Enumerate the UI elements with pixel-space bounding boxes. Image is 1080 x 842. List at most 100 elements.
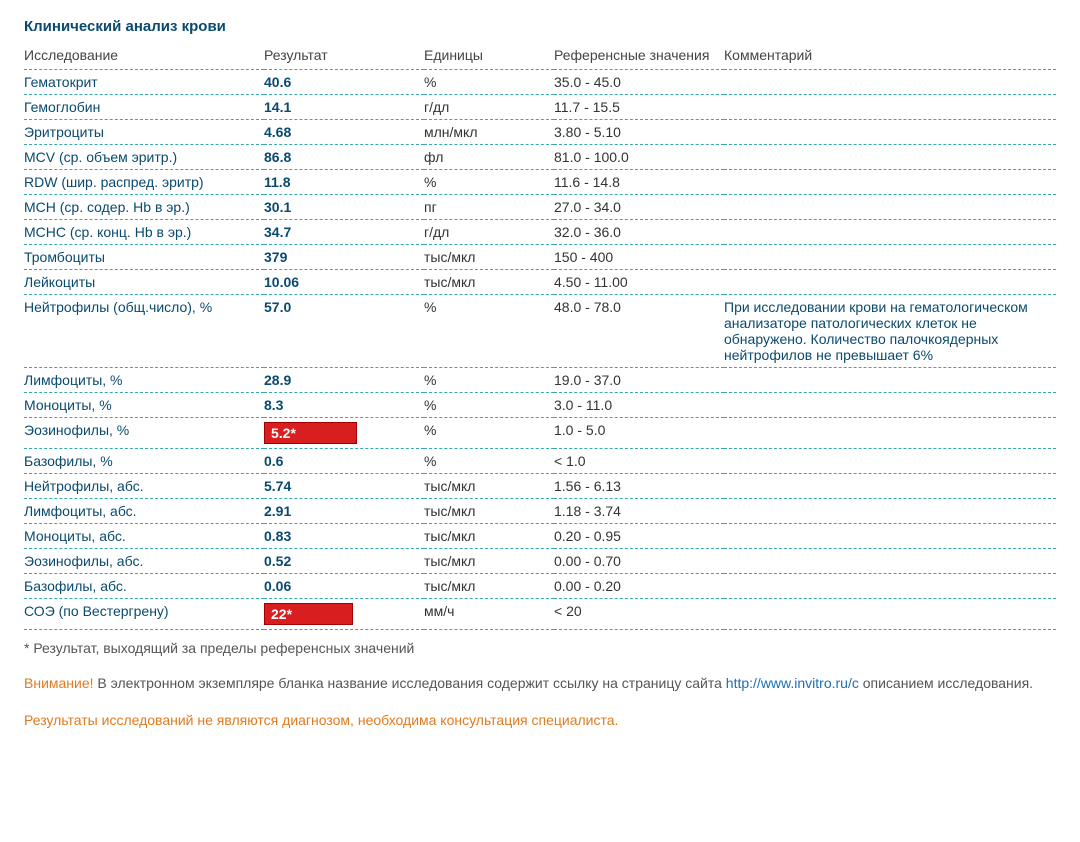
cell-name: MCV (ср. объем эритр.): [24, 145, 264, 170]
cell-units: млн/мкл: [424, 120, 554, 145]
cell-units: пг: [424, 195, 554, 220]
cell-ref: 11.7 - 15.5: [554, 95, 724, 120]
cell-comment: [724, 393, 1056, 418]
cell-comment: [724, 95, 1056, 120]
cell-result: 28.9: [264, 368, 424, 393]
cell-name: Моноциты, абс.: [24, 524, 264, 549]
cell-ref: 150 - 400: [554, 245, 724, 270]
table-row: MCH (ср. содер. Hb в эр.)30.1пг27.0 - 34…: [24, 195, 1056, 220]
cell-units: тыс/мкл: [424, 549, 554, 574]
cell-units: мм/ч: [424, 599, 554, 630]
cell-units: %: [424, 295, 554, 368]
abnormal-badge: 5.2*: [264, 422, 357, 444]
notice-attention: Внимание!: [24, 675, 94, 691]
cell-units: г/дл: [424, 220, 554, 245]
cell-result: 86.8: [264, 145, 424, 170]
table-header-row: Исследование Результат Единицы Референсн…: [24, 41, 1056, 70]
col-ref: Референсные значения: [554, 41, 724, 70]
cell-name: RDW (шир. распред. эритр): [24, 170, 264, 195]
cell-result: 0.06: [264, 574, 424, 599]
cell-comment: [724, 245, 1056, 270]
cell-ref: 19.0 - 37.0: [554, 368, 724, 393]
cell-ref: 3.80 - 5.10: [554, 120, 724, 145]
cell-ref: 81.0 - 100.0: [554, 145, 724, 170]
cell-comment: [724, 449, 1056, 474]
cell-ref: 1.56 - 6.13: [554, 474, 724, 499]
cell-result: 30.1: [264, 195, 424, 220]
cell-result: 0.6: [264, 449, 424, 474]
cell-ref: 3.0 - 11.0: [554, 393, 724, 418]
cell-units: %: [424, 170, 554, 195]
cell-ref: 1.0 - 5.0: [554, 418, 724, 449]
cell-comment: [724, 270, 1056, 295]
cell-name: Лимфоциты, %: [24, 368, 264, 393]
cell-comment: [724, 145, 1056, 170]
cell-units: тыс/мкл: [424, 524, 554, 549]
cell-name: Гемоглобин: [24, 95, 264, 120]
cell-comment: [724, 418, 1056, 449]
table-row: Эритроциты4.68млн/мкл3.80 - 5.10: [24, 120, 1056, 145]
cell-name: Гематокрит: [24, 70, 264, 95]
table-row: Гематокрит40.6%35.0 - 45.0: [24, 70, 1056, 95]
table-row: MCV (ср. объем эритр.)86.8фл81.0 - 100.0: [24, 145, 1056, 170]
cell-result: 11.8: [264, 170, 424, 195]
cell-name: Лейкоциты: [24, 270, 264, 295]
cell-comment: [724, 599, 1056, 630]
cell-units: %: [424, 70, 554, 95]
notice: Внимание! В электронном экземпляре бланк…: [24, 674, 1056, 694]
cell-comment: [724, 549, 1056, 574]
cell-result: 5.74: [264, 474, 424, 499]
cell-units: г/дл: [424, 95, 554, 120]
table-row: Нейтрофилы, абс.5.74тыс/мкл1.56 - 6.13: [24, 474, 1056, 499]
cell-ref: < 1.0: [554, 449, 724, 474]
footnote: * Результат, выходящий за пределы рефере…: [24, 640, 1056, 656]
cell-ref: 48.0 - 78.0: [554, 295, 724, 368]
cell-name: Тромбоциты: [24, 245, 264, 270]
cell-result: 8.3: [264, 393, 424, 418]
cell-ref: 4.50 - 11.00: [554, 270, 724, 295]
cell-units: %: [424, 393, 554, 418]
cell-result: 57.0: [264, 295, 424, 368]
table-row: Эозинофилы, %5.2*%1.0 - 5.0: [24, 418, 1056, 449]
table-row: Базофилы, абс.0.06тыс/мкл0.00 - 0.20: [24, 574, 1056, 599]
notice-text2: описанием исследования.: [859, 675, 1033, 691]
table-row: Лимфоциты, %28.9%19.0 - 37.0: [24, 368, 1056, 393]
cell-name: Базофилы, абс.: [24, 574, 264, 599]
cell-ref: 11.6 - 14.8: [554, 170, 724, 195]
cell-name: СОЭ (по Вестергрену): [24, 599, 264, 630]
cell-comment: При исследовании крови на гематологическ…: [724, 295, 1056, 368]
results-table: Исследование Результат Единицы Референсн…: [24, 41, 1056, 630]
report-title: Клинический анализ крови: [24, 18, 1056, 35]
cell-name: Эритроциты: [24, 120, 264, 145]
cell-result: 379: [264, 245, 424, 270]
cell-comment: [724, 524, 1056, 549]
table-row: Нейтрофилы (общ.число), %57.0%48.0 - 78.…: [24, 295, 1056, 368]
table-row: MCHC (ср. конц. Hb в эр.)34.7г/дл32.0 - …: [24, 220, 1056, 245]
cell-units: тыс/мкл: [424, 499, 554, 524]
notice-link[interactable]: http://www.invitro.ru/с: [726, 675, 859, 691]
cell-result: 40.6: [264, 70, 424, 95]
cell-result: 2.91: [264, 499, 424, 524]
table-row: Моноциты, абс.0.83тыс/мкл0.20 - 0.95: [24, 524, 1056, 549]
cell-ref: < 20: [554, 599, 724, 630]
cell-units: %: [424, 418, 554, 449]
col-name: Исследование: [24, 41, 264, 70]
cell-result: 14.1: [264, 95, 424, 120]
col-comment: Комментарий: [724, 41, 1056, 70]
cell-result: 0.52: [264, 549, 424, 574]
cell-units: тыс/мкл: [424, 474, 554, 499]
cell-ref: 0.00 - 0.70: [554, 549, 724, 574]
disclaimer: Результаты исследований не являются диаг…: [24, 712, 1056, 728]
table-row: Лейкоциты10.06тыс/мкл4.50 - 11.00: [24, 270, 1056, 295]
table-row: Базофилы, %0.6%< 1.0: [24, 449, 1056, 474]
cell-ref: 0.20 - 0.95: [554, 524, 724, 549]
cell-comment: [724, 574, 1056, 599]
notice-text1: В электронном экземпляре бланка название…: [94, 675, 726, 691]
cell-result: 10.06: [264, 270, 424, 295]
cell-units: тыс/мкл: [424, 270, 554, 295]
table-row: Эозинофилы, абс.0.52тыс/мкл0.00 - 0.70: [24, 549, 1056, 574]
cell-name: Нейтрофилы, абс.: [24, 474, 264, 499]
cell-name: Нейтрофилы (общ.число), %: [24, 295, 264, 368]
cell-ref: 1.18 - 3.74: [554, 499, 724, 524]
cell-comment: [724, 70, 1056, 95]
